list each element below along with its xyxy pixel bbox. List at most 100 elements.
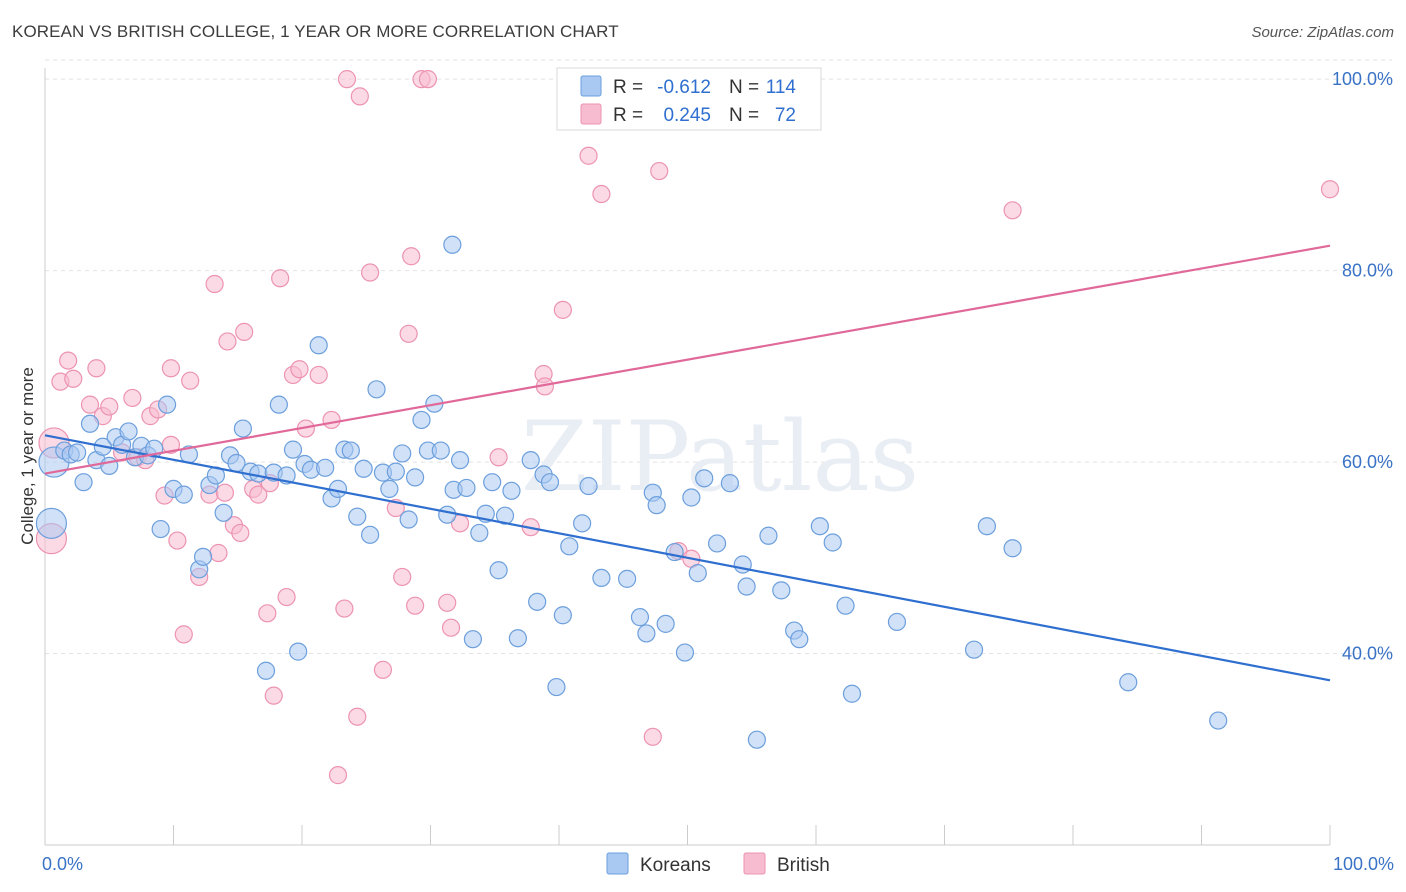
koreans-point-52 xyxy=(386,462,405,481)
koreans-point-96 xyxy=(737,577,756,596)
stats-legend: R = -0.612 N = 114 R = 0.245 N = 72 xyxy=(556,67,822,131)
koreans-point-71 xyxy=(508,629,527,648)
british-point-55 xyxy=(489,448,508,467)
koreans-point-73 xyxy=(528,592,547,611)
stats-r-value-0: -0.612 xyxy=(657,77,711,98)
british-point-62 xyxy=(643,727,662,746)
koreans-point-56 xyxy=(412,410,431,430)
british-point-6 xyxy=(87,359,106,378)
legend-swatch-koreans xyxy=(606,852,629,875)
british-points xyxy=(35,70,1340,785)
koreans-point-98 xyxy=(759,526,778,545)
british-point-24 xyxy=(218,332,237,351)
koreans-point-55 xyxy=(405,468,425,487)
koreans-point-41 xyxy=(316,458,335,477)
british-point-35 xyxy=(290,360,309,379)
british-point-37 xyxy=(309,365,328,385)
british-point-41 xyxy=(337,70,357,89)
koreans-point-112 xyxy=(443,235,462,254)
koreans-point-110 xyxy=(1119,673,1138,692)
tick-labels: 40.0% 60.0% 80.0% 100.0% 0.0% 100.0% xyxy=(42,69,1394,874)
koreans-point-6 xyxy=(80,414,100,433)
british-point-30 xyxy=(258,604,277,623)
koreans-point-89 xyxy=(675,643,695,662)
y-tick-label-1: 60.0% xyxy=(1342,452,1393,472)
british-point-53 xyxy=(441,618,461,637)
x-tick-label-1: 100.0% xyxy=(1333,854,1394,874)
koreans-point-65 xyxy=(470,523,489,543)
koreans-point-93 xyxy=(707,534,727,553)
stats-n-label-1: N = xyxy=(729,105,759,126)
koreans-point-17 xyxy=(151,519,170,539)
koreans-point-31 xyxy=(249,464,268,483)
koreans-point-81 xyxy=(592,568,611,588)
koreans-point-78 xyxy=(560,537,579,556)
british-point-23 xyxy=(209,543,228,563)
koreans-point-47 xyxy=(354,459,373,478)
koreans-point-90 xyxy=(682,488,701,507)
koreans-point-36 xyxy=(283,440,303,459)
stats-n-label-0: N = xyxy=(729,77,759,98)
koreans-point-75 xyxy=(540,473,560,492)
british-point-67 xyxy=(1320,180,1340,199)
source-label: Source: ZipAtlas.com xyxy=(1251,24,1394,41)
british-point-63 xyxy=(650,161,669,181)
british-point-44 xyxy=(361,263,380,282)
british-point-18 xyxy=(174,625,193,644)
british-point-29 xyxy=(249,485,268,504)
koreans-point-104 xyxy=(836,596,855,615)
koreans-point-87 xyxy=(656,614,675,633)
koreans-point-101 xyxy=(790,630,809,649)
british-point-42 xyxy=(348,707,367,726)
british-point-16 xyxy=(161,359,181,378)
british-point-17 xyxy=(168,531,187,550)
stats-r-label-0: R = xyxy=(613,77,643,98)
y-tick-label-3: 100.0% xyxy=(1332,69,1393,89)
koreans-point-83 xyxy=(630,608,650,627)
stats-r-value-1: 0.245 xyxy=(663,105,711,126)
stats-swatch-1 xyxy=(580,103,602,125)
koreans-point-20 xyxy=(174,485,193,504)
y-tick-label-0: 40.0% xyxy=(1342,644,1393,664)
koreans-point-62 xyxy=(450,451,470,470)
koreans-point-23 xyxy=(193,547,213,566)
british-point-66 xyxy=(1003,201,1022,220)
watermark: ZIPatlas xyxy=(521,401,919,513)
british-point-40 xyxy=(335,599,354,618)
koreans-point-92 xyxy=(695,469,714,488)
koreans-point-77 xyxy=(553,606,572,625)
koreans-point-45 xyxy=(341,441,360,460)
koreans-trend-line xyxy=(44,434,1331,682)
koreans-point-12 xyxy=(119,422,138,441)
british-point-61 xyxy=(592,184,611,204)
koreans-point-69 xyxy=(495,506,515,525)
british-point-38 xyxy=(322,410,341,430)
koreans-point-32 xyxy=(256,661,276,680)
grid-lines xyxy=(45,59,1392,655)
koreans-point-106 xyxy=(887,612,907,632)
british-point-31 xyxy=(264,686,283,705)
british-point-49 xyxy=(405,596,425,615)
british-point-3 xyxy=(59,351,78,370)
koreans-point-91 xyxy=(688,564,707,583)
y-axis-label: College, 1 year or more xyxy=(18,367,37,545)
british-point-4 xyxy=(64,369,83,388)
stats-swatch-0 xyxy=(580,75,602,97)
british-point-43 xyxy=(350,87,369,106)
koreans-point-64 xyxy=(463,630,483,649)
legend-swatch-british xyxy=(743,852,766,875)
british-point-39 xyxy=(328,766,348,785)
british-point-33 xyxy=(277,587,296,607)
koreans-point-60 xyxy=(438,505,457,524)
x-tick-label-0: 0.0% xyxy=(42,854,83,874)
stats-n-value-0: 114 xyxy=(766,77,797,98)
koreans-point-72 xyxy=(521,451,540,470)
trend-lines xyxy=(44,244,1331,682)
koreans-point-80 xyxy=(579,476,598,496)
koreans-point-51 xyxy=(380,479,399,498)
koreans-point-48 xyxy=(361,525,380,544)
koreans-point-26 xyxy=(214,503,233,522)
koreans-point-5 xyxy=(74,473,93,492)
koreans-point-63 xyxy=(457,478,476,498)
